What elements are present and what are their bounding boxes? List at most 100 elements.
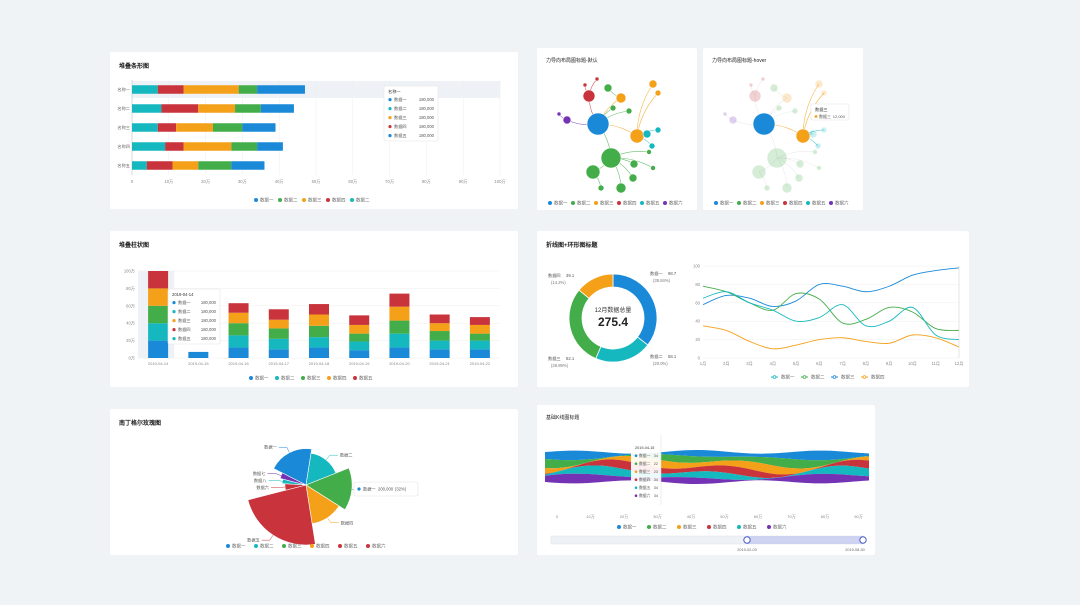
bar-segment xyxy=(165,142,184,151)
y-tick-label: 40 xyxy=(695,319,700,324)
column-segment xyxy=(309,314,329,326)
y-tick-label: 20万 xyxy=(126,338,135,344)
x-tick-label: 30万 xyxy=(653,514,661,519)
x-tick-label: 10万 xyxy=(164,179,173,185)
tooltip-value: 34 xyxy=(654,494,658,498)
column-segment xyxy=(429,349,450,358)
y-tick-label: 80 xyxy=(695,282,700,287)
slice-percent: (14.2%) xyxy=(551,280,566,285)
legend-label: 数据二 xyxy=(577,200,591,207)
column-segment xyxy=(389,293,410,307)
graph-node xyxy=(820,89,828,97)
legend-marker xyxy=(772,375,777,379)
x-tick-label: 10月 xyxy=(908,361,917,367)
center-label: 12月数据总量 xyxy=(595,306,632,314)
legend-label: 数据四 xyxy=(333,375,347,382)
column-segment xyxy=(349,333,370,342)
tooltip-label: 数据三 xyxy=(639,469,651,474)
legend-label: 数据四 xyxy=(316,543,330,550)
tooltip-value: 180,000 xyxy=(419,97,435,102)
tooltip-value: 12,000 xyxy=(833,114,846,119)
slice-percent: (29.89%) xyxy=(551,363,569,368)
center-value: 275.4 xyxy=(598,315,628,329)
graph-node xyxy=(748,82,754,88)
tooltip-box xyxy=(810,103,850,121)
y-tick-label: 80万 xyxy=(126,286,135,292)
tooltip-label: 数据一 xyxy=(363,486,376,493)
chart-title: 基础K线图标题 xyxy=(546,415,580,421)
graph-node xyxy=(752,112,776,136)
column-segment xyxy=(469,349,490,358)
legend-label: 数据一 xyxy=(720,200,734,207)
column-segment xyxy=(469,333,490,341)
x-tick-label: 70万 xyxy=(787,514,795,519)
slice-value: 39.1 xyxy=(566,273,575,278)
graph-node xyxy=(794,173,804,183)
graph-node xyxy=(722,111,728,117)
legend-marker xyxy=(226,544,230,548)
force-hover-card: 力导向布局图标题-hover 数据三 数据三 12,000 数据一 数据二 数据三 数据四数… xyxy=(703,48,863,210)
column-segment xyxy=(268,319,289,329)
tooltip-marker xyxy=(388,125,392,129)
tooltip-marker xyxy=(172,337,176,341)
donut-slice xyxy=(568,289,602,360)
column-segment xyxy=(349,324,370,334)
donut-slice xyxy=(595,336,649,363)
graph-node xyxy=(625,107,633,115)
graph-node xyxy=(781,182,793,194)
tooltip-value: 180,000 xyxy=(201,327,217,332)
graph-link xyxy=(776,157,800,179)
legend-label: 数据三 xyxy=(288,543,302,550)
legend-label: 数据一 xyxy=(255,375,269,382)
graph-node xyxy=(585,164,601,180)
force-default-card: 力导向布局图标题-默认 数据一 数据二 数据三 数据四 数据五 数据六 xyxy=(537,48,697,210)
column-segment xyxy=(429,314,450,324)
bar-segment xyxy=(242,123,276,132)
column-segment xyxy=(309,347,329,358)
column-segment xyxy=(349,315,370,325)
y-tick-label: 100万 xyxy=(124,269,135,275)
tooltip-label: 数据四 xyxy=(178,326,191,333)
graph-node xyxy=(760,76,766,82)
slice-label: 数据八 xyxy=(254,477,267,484)
series-line xyxy=(702,291,960,341)
column-segment xyxy=(389,333,410,348)
label-leader xyxy=(276,480,283,482)
legend-label: 数据二 xyxy=(284,197,298,204)
tooltip-box xyxy=(353,481,419,497)
x-tick-label: 4月 xyxy=(770,361,777,367)
stacked-column-chart: 0万 20万 40万 60万 80万 100万 2019-04-14 2019-04-15 20… xyxy=(124,269,500,382)
graph-node xyxy=(816,165,822,171)
bar-segment xyxy=(132,85,158,94)
column-segment xyxy=(228,323,249,336)
column-segment xyxy=(268,349,289,358)
graph-node xyxy=(820,126,828,134)
tooltip-value: 180,000 xyxy=(419,115,435,120)
tooltip-title: 2019-04-14 xyxy=(172,292,194,297)
legend-label: 数据六 xyxy=(372,543,386,550)
legend-marker xyxy=(862,375,867,379)
donut-slice xyxy=(578,273,614,299)
chart-title: 南丁格尔玫瑰图 xyxy=(119,421,162,427)
bar-segment xyxy=(260,104,294,113)
bar-segment xyxy=(231,161,265,170)
x-tick-label: 40万 xyxy=(687,514,695,519)
legend-marker xyxy=(326,198,330,202)
x-tick-label: 2019-04-18 xyxy=(309,361,330,366)
legend-label: 数据五 xyxy=(344,543,358,550)
legend-label: 数据五 xyxy=(359,375,373,382)
tooltip-label: 数据四 xyxy=(394,123,407,130)
slice-label: 数据六 xyxy=(256,484,269,491)
graph-node xyxy=(808,129,818,139)
tooltip-value: 23 xyxy=(654,470,658,474)
stream-band xyxy=(545,453,869,469)
y-tick-label: 0万 xyxy=(128,356,135,362)
column-segment xyxy=(148,288,169,306)
legend-marker xyxy=(707,525,711,529)
x-tick-label: 2019-04-20 xyxy=(389,361,410,366)
x-tick-label: 80万 xyxy=(422,179,431,185)
label-leader xyxy=(278,486,286,488)
graph-node xyxy=(586,112,610,136)
bar-segment xyxy=(161,104,199,113)
